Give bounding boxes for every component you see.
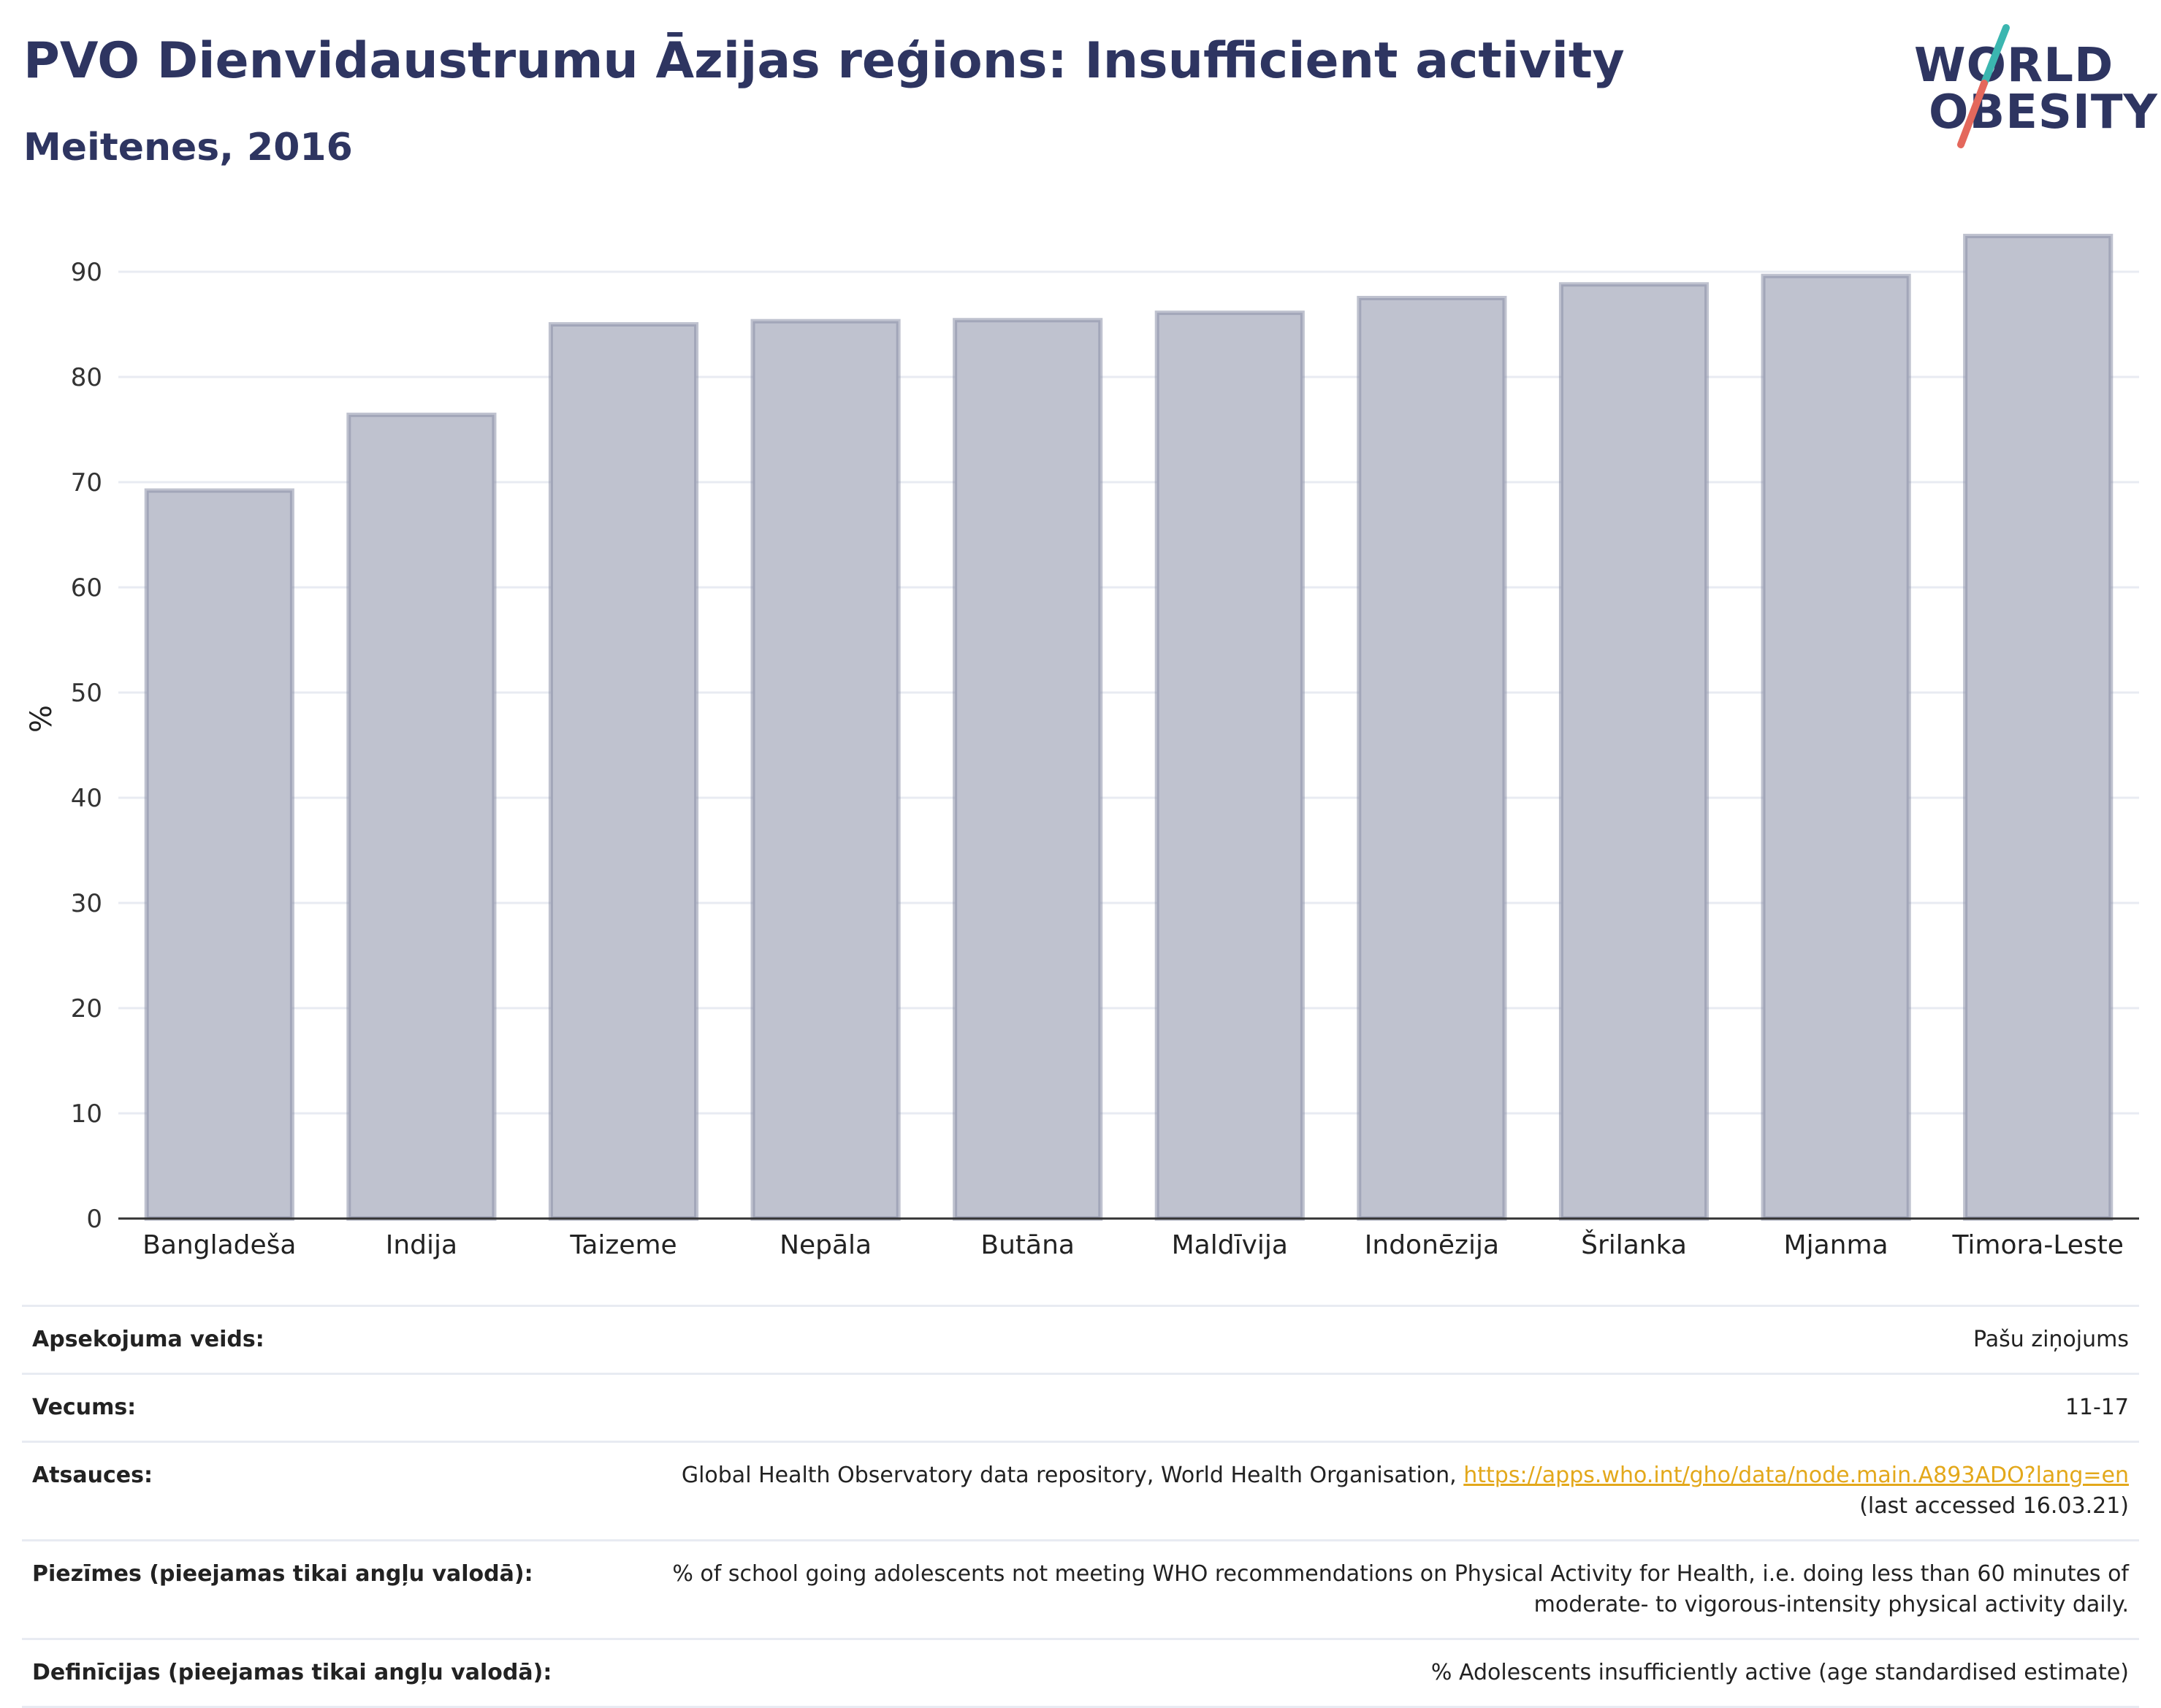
logo-line-1: WORLD bbox=[1914, 39, 2114, 93]
meta-row-definitions: Definīcijas (pieejamas tikai angļu valod… bbox=[22, 1638, 2139, 1708]
y-tick-label: 10 bbox=[71, 1099, 102, 1129]
reference-text: Global Health Observatory data repositor… bbox=[681, 1463, 1457, 1488]
meta-row-survey-type: Apsekojuma veids: Pašu ziņojums bbox=[22, 1305, 2139, 1374]
world-obesity-logo: WORLD OBESITY bbox=[1899, 22, 2157, 153]
meta-value: Global Health Observatory data repositor… bbox=[598, 1441, 2139, 1541]
x-tick-label: Indonēzija bbox=[1365, 1230, 1499, 1260]
bar bbox=[346, 412, 497, 1221]
y-tick-label: 90 bbox=[71, 258, 102, 287]
y-tick-label: 80 bbox=[71, 363, 102, 392]
meta-row-notes: Piezīmes (pieejamas tikai angļu valodā):… bbox=[22, 1539, 2139, 1639]
bar-chart: 0 10 20 30 40 50 60 70 80 90% Bangladeša Indija Taiz… bbox=[25, 234, 2139, 1260]
notes-text-line-1: % of school going adolescents not meetin… bbox=[672, 1561, 2129, 1587]
bar bbox=[1357, 296, 1507, 1221]
x-tick-label: Butāna bbox=[980, 1230, 1075, 1260]
meta-label: Definīcijas (pieejamas tikai angļu valod… bbox=[22, 1638, 598, 1708]
y-tick-label: 40 bbox=[71, 784, 102, 813]
meta-value: % Adolescents insufficiently active (age… bbox=[598, 1638, 2139, 1708]
notes-text-line-2: moderate- to vigorous-intensity physical… bbox=[1533, 1592, 2129, 1617]
y-axis-label: % bbox=[25, 705, 58, 733]
y-tick-label: 70 bbox=[71, 468, 102, 497]
reference-accessed: (last accessed 16.03.21) bbox=[1859, 1493, 2129, 1519]
x-tick-label: Timora-Leste bbox=[1951, 1230, 2123, 1260]
meta-label: Vecums: bbox=[22, 1373, 598, 1442]
x-tick-label: Indija bbox=[386, 1230, 457, 1260]
bar bbox=[1154, 310, 1305, 1221]
chart-subtitle: Meitenes, 2016 bbox=[23, 126, 353, 169]
bar bbox=[548, 322, 699, 1221]
metadata-table: Apsekojuma veids: Pašu ziņojums Vecums: … bbox=[22, 1305, 2139, 1708]
meta-value: 11-17 bbox=[598, 1373, 2139, 1442]
bar bbox=[144, 488, 294, 1221]
meta-label: Piezīmes (pieejamas tikai angļu valodā): bbox=[22, 1539, 598, 1639]
y-tick-label: 50 bbox=[71, 679, 102, 708]
bar bbox=[1761, 273, 1911, 1221]
reference-link[interactable]: https://apps.who.int/gho/data/node.main.… bbox=[1463, 1463, 2129, 1488]
bar bbox=[953, 318, 1103, 1221]
y-tick-label: 30 bbox=[71, 889, 102, 918]
meta-value: % of school going adolescents not meetin… bbox=[598, 1539, 2139, 1639]
meta-value: Pašu ziņojums bbox=[598, 1305, 2139, 1374]
bar bbox=[750, 319, 901, 1221]
y-tick-label: 60 bbox=[71, 573, 102, 603]
meta-row-age: Vecums: 11-17 bbox=[22, 1373, 2139, 1442]
bar bbox=[1963, 234, 2114, 1221]
chart-title: PVO Dienvidaustrumu Āzijas reģions: Insu… bbox=[23, 32, 1625, 90]
x-tick-label: Šrilanka bbox=[1581, 1229, 1687, 1260]
y-tick-label: 20 bbox=[71, 994, 102, 1023]
meta-label: Atsauces: bbox=[22, 1441, 598, 1541]
logo-slash-icon bbox=[1957, 24, 2010, 148]
x-tick-label: Bangladeša bbox=[142, 1230, 296, 1260]
x-tick-label: Nepāla bbox=[780, 1230, 872, 1260]
y-tick-label: 0 bbox=[86, 1205, 102, 1234]
meta-row-references: Atsauces: Global Health Observatory data… bbox=[22, 1441, 2139, 1541]
x-tick-label: Maldīvija bbox=[1172, 1230, 1288, 1260]
x-tick-label: Mjanma bbox=[1784, 1230, 1889, 1260]
bar bbox=[1558, 282, 1710, 1221]
x-tick-label: Taizeme bbox=[569, 1230, 676, 1260]
meta-label: Apsekojuma veids: bbox=[22, 1305, 598, 1374]
